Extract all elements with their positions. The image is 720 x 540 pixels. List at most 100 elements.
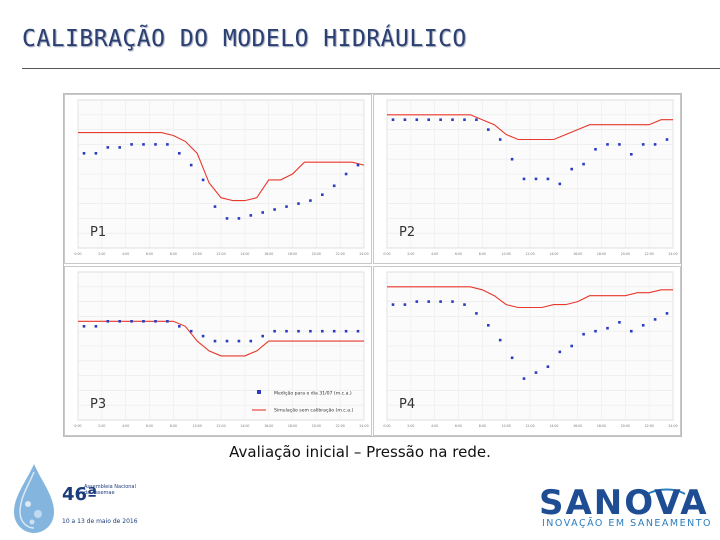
measured-point: [558, 350, 562, 354]
measured-point: [297, 329, 300, 333]
measured-point: [618, 143, 621, 146]
assemae-drop-logo: [14, 464, 54, 533]
measured-point: [510, 157, 514, 161]
x-tick-label: 24:00: [359, 252, 368, 256]
figure-caption: Avaliação inicial – Pressão na rede.: [229, 443, 491, 461]
x-tick-label: 22:00: [645, 252, 654, 256]
measured-point: [570, 167, 573, 171]
x-tick-label: 20:00: [312, 252, 321, 256]
measured-point: [82, 152, 86, 155]
legend-simulated-label: Simulação sem calibração (m.c.a.): [274, 408, 354, 414]
measured-point: [249, 339, 253, 343]
measured-point: [178, 325, 181, 328]
x-tick-label: 18:00: [597, 424, 606, 428]
measured-point: [665, 138, 669, 141]
x-tick-label: 12:00: [525, 252, 534, 256]
measured-point: [213, 339, 217, 343]
panel-label: P1: [90, 225, 106, 240]
measured-point: [594, 329, 597, 333]
panel-label: P4: [399, 397, 415, 412]
measured-point: [475, 118, 478, 121]
measured-point: [641, 324, 645, 327]
x-tick-label: 0:00: [74, 424, 81, 428]
panel-label: P2: [399, 225, 415, 240]
x-tick-label: 4:00: [122, 252, 129, 256]
x-tick-label: 6:00: [455, 424, 462, 428]
measured-point: [415, 118, 419, 121]
measured-point: [653, 318, 657, 321]
measured-point: [309, 199, 312, 202]
simulated-line: [387, 286, 673, 309]
x-tick-label: 10:00: [502, 252, 511, 256]
measured-point: [130, 320, 133, 323]
x-tick-label: 2:00: [98, 424, 105, 428]
measured-point: [106, 146, 110, 149]
measured-point: [463, 118, 466, 121]
simulated-line: [387, 114, 673, 141]
legend: Medição para o dia 31/07 (m.c.a.) Simulaç…: [252, 390, 354, 414]
measured-point: [403, 303, 407, 306]
x-tick-label: 8:00: [170, 424, 177, 428]
chart-figure: 0:00 2:00 4:00 6:00 8:00 10:00 12:00 14:00 16:00…: [63, 93, 682, 437]
measured-point: [154, 320, 157, 323]
measured-point: [356, 329, 360, 333]
x-tick-label: 14:00: [240, 252, 249, 256]
x-tick-label: 20:00: [621, 424, 630, 428]
measured-point: [201, 334, 205, 338]
slide-title: CALIBRAÇÃO DO MODELO HIDRÁULICO: [22, 26, 467, 52]
measured-point: [118, 146, 121, 149]
x-tick-label: 18:00: [288, 252, 297, 256]
measured-point: [439, 118, 442, 121]
panel-p3: 0:00 2:00 4:00 6:00 8:00 10:00 12:00 14:00 16:00…: [64, 266, 372, 436]
x-tick-label: 2:00: [407, 424, 414, 428]
x-tick-label: 6:00: [455, 252, 462, 256]
x-tick-label: 14:00: [549, 252, 558, 256]
measured-point: [237, 339, 241, 343]
x-tick-label: 8:00: [170, 252, 177, 256]
x-tick-label: 10:00: [193, 424, 202, 428]
panel-p1: 0:00 2:00 4:00 6:00 8:00 10:00 12:00 14:00 16:00…: [64, 94, 372, 264]
x-tick-label: 6:00: [146, 424, 153, 428]
event-number: 46ª: [62, 484, 98, 505]
simulated-line: [78, 132, 365, 202]
measured-point: [653, 143, 657, 146]
x-tick-label: 18:00: [288, 424, 297, 428]
measured-point: [201, 178, 205, 182]
x-tick-label: 14:00: [240, 424, 249, 428]
x-tick-label: 6:00: [146, 252, 153, 256]
x-tick-label: 0:00: [74, 252, 81, 256]
measured-point: [82, 325, 86, 328]
event-text: Assembleia Nacional da Assemae: [84, 484, 136, 496]
panel-p2: 0:00 2:00 4:00 6:00 8:00 10:00 12:00 14:00 16:00…: [373, 94, 681, 264]
measured-point: [427, 300, 430, 303]
panel-p4: 0:00 2:00 4:00 6:00 8:00 10:00 12:00 14:00 16:00…: [373, 266, 681, 436]
measured-point: [344, 329, 348, 333]
measured-point: [606, 143, 609, 146]
measured-point: [630, 329, 633, 333]
measured-point: [522, 177, 526, 181]
measured-point: [487, 128, 490, 131]
x-tick-label: 12:00: [216, 424, 225, 428]
x-tick-label: 12:00: [525, 424, 534, 428]
measured-point: [510, 356, 514, 360]
measured-point: [546, 177, 550, 181]
measured-point: [415, 300, 419, 303]
x-tick-label: 22:00: [336, 252, 345, 256]
x-tick-label: 20:00: [312, 424, 321, 428]
x-tick-label: 16:00: [573, 424, 582, 428]
measured-point: [178, 152, 181, 155]
x-tick-label: 16:00: [573, 252, 582, 256]
measured-point: [391, 303, 395, 306]
x-tick-label: 10:00: [193, 252, 202, 256]
measured-point: [297, 202, 300, 205]
measured-point: [498, 138, 502, 141]
x-tick-label: 0:00: [383, 424, 390, 428]
measured-point: [463, 303, 466, 306]
measured-point: [189, 329, 193, 333]
measured-point: [213, 205, 217, 208]
measured-point: [106, 320, 110, 323]
x-tick-label: 4:00: [431, 424, 438, 428]
simulated-line: [78, 320, 364, 357]
measured-point: [606, 326, 609, 330]
measured-point: [189, 163, 193, 167]
